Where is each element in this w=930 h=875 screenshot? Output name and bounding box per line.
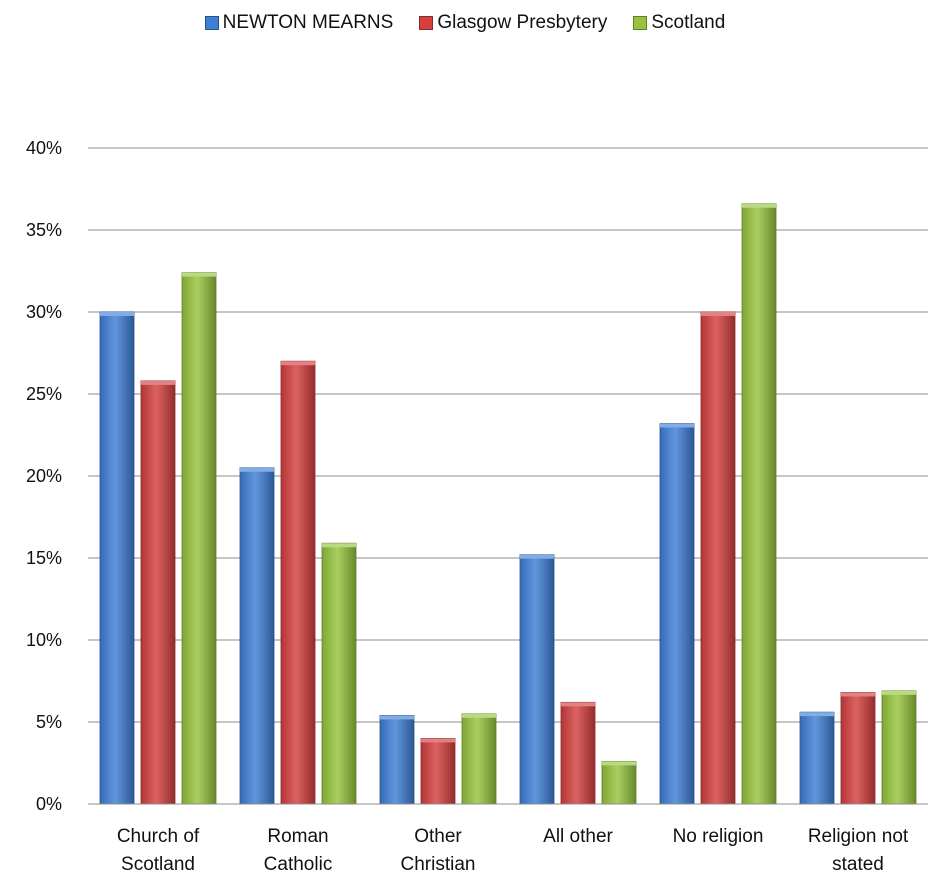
y-tick-label: 30% — [26, 302, 62, 322]
bar-top-highlight — [561, 702, 595, 707]
bar-top-highlight — [701, 312, 735, 316]
y-tick-label: 20% — [26, 466, 62, 486]
bar-top-highlight — [882, 690, 916, 695]
bar-top-highlight — [100, 312, 134, 316]
bar — [881, 690, 917, 805]
bar-top-highlight — [660, 423, 694, 428]
legend-label: Glasgow Presbytery — [437, 12, 608, 33]
bar-top-highlight — [421, 738, 455, 743]
y-tick-label: 25% — [26, 384, 62, 404]
x-tick-label: Roman Catholic — [264, 826, 333, 875]
bar — [700, 311, 736, 805]
bar — [601, 760, 637, 805]
y-tick-label: 40% — [26, 138, 62, 158]
bar-top-highlight — [462, 713, 496, 718]
x-tick-label: Church of Scotland — [117, 826, 200, 875]
legend-item: Glasgow Presbytery — [419, 12, 607, 34]
legend-label: NEWTON MEARNS — [222, 12, 394, 33]
x-tick-label-line: All other — [543, 826, 613, 847]
x-tick-label-line: Christian — [401, 854, 476, 875]
bar — [321, 542, 357, 805]
y-tick-label: 15% — [26, 548, 62, 568]
bar — [280, 360, 316, 805]
bar — [239, 467, 275, 805]
x-tick-label-line: stated — [832, 854, 884, 875]
x-tick-label-line: Church of — [117, 826, 200, 847]
axes: 0% 5% 10% 15% 20% 25% 30% 35% 40% Church of Scotla… — [26, 138, 928, 875]
bar — [799, 711, 835, 805]
y-tick-label: 10% — [26, 630, 62, 650]
bar-top-highlight — [182, 272, 216, 277]
bar — [560, 701, 596, 805]
y-tick-label: 0% — [36, 794, 62, 814]
bar — [99, 311, 135, 805]
bar-top-highlight — [240, 467, 274, 472]
x-tick-label-line: Catholic — [264, 854, 333, 875]
x-tick-label-line: No religion — [673, 826, 764, 847]
legend: NEWTON MEARNS Glasgow Presbytery Scotland — [0, 8, 930, 38]
x-tick-label-line: Scotland — [121, 854, 195, 875]
bar-top-highlight — [322, 543, 356, 548]
bar-top-highlight — [380, 715, 414, 720]
legend-swatch — [419, 16, 434, 30]
bar — [659, 423, 695, 805]
bar-top-highlight — [841, 692, 875, 697]
y-tick-label: 35% — [26, 220, 62, 240]
bar-top-highlight — [800, 712, 834, 717]
bar — [140, 380, 176, 805]
bar-top-highlight — [742, 203, 776, 208]
bar-top-highlight — [602, 761, 636, 766]
x-tick-label-line: Religion not — [808, 826, 909, 847]
x-tick-label-line: Roman — [267, 826, 328, 847]
bar — [519, 554, 555, 805]
x-tick-label: No religion — [673, 826, 764, 847]
bar-top-highlight — [141, 380, 175, 385]
bar — [461, 713, 497, 805]
x-tick-label: Religion not stated — [808, 826, 909, 875]
bar — [741, 203, 777, 805]
bars — [99, 203, 917, 805]
legend-swatch — [204, 16, 219, 30]
legend-item: Scotland — [633, 12, 725, 34]
bar — [181, 272, 217, 805]
x-tick-label-line: Other — [414, 826, 462, 847]
bar-top-highlight — [281, 361, 315, 366]
bar — [379, 715, 415, 805]
legend-item: NEWTON MEARNS — [204, 12, 394, 34]
x-tick-label: Other Christian — [401, 826, 476, 875]
bar-top-highlight — [520, 554, 554, 559]
bar — [420, 738, 456, 805]
legend-label: Scotland — [651, 12, 726, 33]
legend-swatch — [633, 16, 648, 30]
x-tick-label: All other — [543, 826, 613, 847]
bar — [840, 692, 876, 805]
y-tick-label: 5% — [36, 712, 62, 732]
